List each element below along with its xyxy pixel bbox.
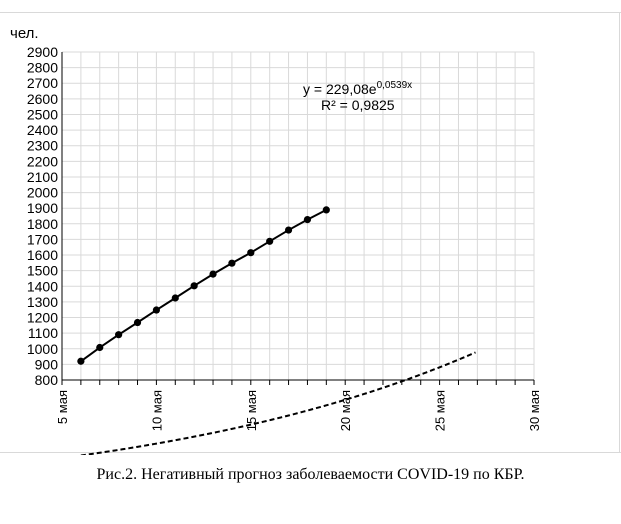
y-tick-label: 2300: [27, 138, 58, 154]
x-tick-label: 25 мая: [433, 390, 448, 431]
y-tick-label: 1600: [27, 247, 58, 263]
y-tick-label: 2000: [27, 185, 58, 201]
data-point: [266, 237, 274, 245]
trendline: [80, 351, 476, 455]
x-tick-label: 15 мая: [244, 390, 259, 431]
chart: 2900280027002600250024002300220021002000…: [10, 25, 542, 455]
y-tick-label: 1200: [27, 310, 58, 326]
data-point: [171, 294, 179, 302]
data-point: [284, 226, 293, 234]
y-tick-label: 2800: [27, 60, 58, 76]
y-tick-label: 2600: [27, 91, 58, 107]
figure-caption: Рис.2. Негативный прогноз заболеваемости…: [96, 466, 525, 483]
trendline-equation: y = 229,08e0,0539x: [303, 80, 412, 97]
y-tick-label: 2400: [27, 122, 58, 138]
grid: [62, 51, 535, 380]
data-point: [303, 215, 312, 224]
series: [77, 206, 330, 365]
data-point: [247, 249, 255, 257]
x-tick-label: 30 мая: [527, 390, 542, 431]
y-tick-label: 1000: [27, 341, 58, 357]
axes: [61, 52, 535, 385]
data-point: [152, 306, 160, 314]
frame-top-border: [0, 12, 621, 13]
trendline-equation-base: y = 229,08e: [303, 81, 377, 97]
trendline-r2: R² = 0,9825: [321, 97, 395, 113]
y-tick-label: 800: [35, 372, 59, 388]
y-tick-label: 2200: [27, 153, 58, 169]
x-tick-label: 5 мая: [55, 390, 70, 424]
data-point: [209, 270, 217, 278]
y-tick-label: 1900: [27, 200, 58, 216]
trendline-equation-exponent: 0,0539x: [377, 80, 413, 91]
y-tick-label: 1400: [27, 278, 58, 294]
x-tick-label: 10 мая: [149, 390, 164, 431]
data-point: [115, 331, 123, 339]
series-line: [80, 209, 327, 363]
y-tick-label: 1100: [28, 325, 58, 341]
data-point: [133, 318, 142, 327]
trendline-path: [80, 351, 476, 455]
data-point: [96, 343, 104, 352]
frame-right-border: [619, 12, 620, 452]
y-tick-label: 2700: [27, 75, 58, 91]
data-point: [228, 259, 236, 267]
y-tick-label: 1800: [27, 216, 58, 232]
y-tick-label: 1300: [27, 294, 58, 310]
tick-labels: 2900280027002600250024002300220021002000…: [27, 44, 542, 431]
frame-bottom-border: [0, 452, 621, 453]
y-tick-label: 900: [35, 356, 59, 372]
x-tick-label: 20 мая: [338, 390, 353, 431]
y-tick-label: 2100: [27, 169, 58, 185]
y-tick-label: 2500: [27, 106, 58, 122]
y-axis-label: чел.: [10, 25, 39, 42]
data-point: [322, 206, 330, 214]
data-point: [77, 357, 85, 365]
y-tick-label: 2900: [27, 44, 58, 60]
data-point: [190, 282, 198, 290]
y-tick-label: 1500: [27, 263, 58, 279]
y-tick-label: 1700: [27, 231, 58, 247]
